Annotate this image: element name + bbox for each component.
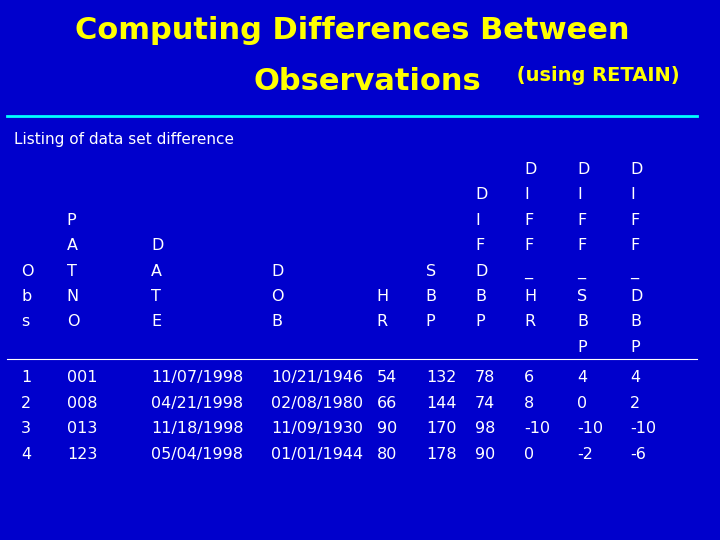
Text: s: s [21, 314, 30, 329]
Text: I: I [577, 187, 582, 202]
Text: I: I [630, 187, 634, 202]
Text: 4: 4 [577, 370, 588, 386]
Text: 05/04/1998: 05/04/1998 [151, 447, 243, 462]
Text: 90: 90 [475, 447, 495, 462]
Text: 3: 3 [21, 421, 31, 436]
Text: 98: 98 [475, 421, 495, 436]
Text: F: F [475, 238, 485, 253]
Text: P: P [426, 314, 436, 329]
Text: P: P [475, 314, 485, 329]
Text: P: P [630, 340, 639, 355]
Text: R: R [377, 314, 387, 329]
Text: 123: 123 [67, 447, 97, 462]
Text: Observations: Observations [253, 68, 481, 97]
Text: _: _ [577, 264, 585, 279]
Text: I: I [475, 213, 480, 228]
Text: 80: 80 [377, 447, 397, 462]
Text: 2: 2 [21, 396, 31, 411]
Text: 4: 4 [630, 370, 640, 386]
Text: O: O [67, 314, 79, 329]
Text: -2: -2 [577, 447, 593, 462]
Text: 170: 170 [426, 421, 456, 436]
Text: N: N [67, 289, 79, 304]
Text: D: D [577, 162, 590, 177]
Text: B: B [426, 289, 437, 304]
Text: 013: 013 [67, 421, 97, 436]
Text: 54: 54 [377, 370, 397, 386]
Text: -10: -10 [577, 421, 603, 436]
Text: 178: 178 [426, 447, 456, 462]
Text: 74: 74 [475, 396, 495, 411]
Text: D: D [475, 187, 487, 202]
Text: 6: 6 [524, 370, 534, 386]
Text: R: R [524, 314, 536, 329]
Text: T: T [151, 289, 161, 304]
Text: P: P [577, 340, 587, 355]
Text: _: _ [524, 264, 533, 279]
Text: B: B [577, 314, 588, 329]
Text: 11/18/1998: 11/18/1998 [151, 421, 244, 436]
Text: Listing of data set difference: Listing of data set difference [14, 132, 234, 147]
Text: 8: 8 [524, 396, 534, 411]
Text: B: B [271, 314, 282, 329]
Text: S: S [577, 289, 588, 304]
Text: 04/21/1998: 04/21/1998 [151, 396, 243, 411]
Text: O: O [21, 264, 34, 279]
Text: 90: 90 [377, 421, 397, 436]
Text: D: D [630, 162, 642, 177]
Text: 144: 144 [426, 396, 456, 411]
Text: 10/21/1946: 10/21/1946 [271, 370, 363, 386]
Text: -6: -6 [630, 447, 646, 462]
Text: (using RETAIN): (using RETAIN) [510, 66, 680, 85]
Text: F: F [630, 238, 639, 253]
Text: A: A [67, 238, 78, 253]
Text: H: H [377, 289, 389, 304]
Text: D: D [524, 162, 536, 177]
Text: b: b [21, 289, 32, 304]
Text: -10: -10 [630, 421, 656, 436]
Text: D: D [630, 289, 642, 304]
Text: -10: -10 [524, 421, 551, 436]
Text: E: E [151, 314, 161, 329]
Text: Computing Differences Between: Computing Differences Between [75, 16, 629, 45]
Text: _: _ [630, 264, 638, 279]
Text: 01/01/1944: 01/01/1944 [271, 447, 363, 462]
Text: 008: 008 [67, 396, 97, 411]
Text: 0: 0 [577, 396, 588, 411]
Text: D: D [271, 264, 284, 279]
Text: I: I [524, 187, 529, 202]
Text: 001: 001 [67, 370, 97, 386]
Text: D: D [151, 238, 163, 253]
Text: 11/09/1930: 11/09/1930 [271, 421, 363, 436]
Text: T: T [67, 264, 77, 279]
Text: F: F [630, 213, 639, 228]
Text: S: S [426, 264, 436, 279]
Text: F: F [524, 238, 534, 253]
Text: 132: 132 [426, 370, 456, 386]
Text: F: F [524, 213, 534, 228]
Text: B: B [630, 314, 641, 329]
Text: 11/07/1998: 11/07/1998 [151, 370, 243, 386]
Text: P: P [67, 213, 76, 228]
Text: 78: 78 [475, 370, 495, 386]
Text: A: A [151, 264, 162, 279]
Text: O: O [271, 289, 284, 304]
Text: F: F [577, 238, 586, 253]
Text: 4: 4 [21, 447, 31, 462]
Text: F: F [577, 213, 586, 228]
Text: H: H [524, 289, 536, 304]
Text: 1: 1 [21, 370, 32, 386]
Text: B: B [475, 289, 486, 304]
Text: 2: 2 [630, 396, 640, 411]
Text: 0: 0 [524, 447, 534, 462]
Text: 02/08/1980: 02/08/1980 [271, 396, 363, 411]
Text: 66: 66 [377, 396, 397, 411]
Text: D: D [475, 264, 487, 279]
